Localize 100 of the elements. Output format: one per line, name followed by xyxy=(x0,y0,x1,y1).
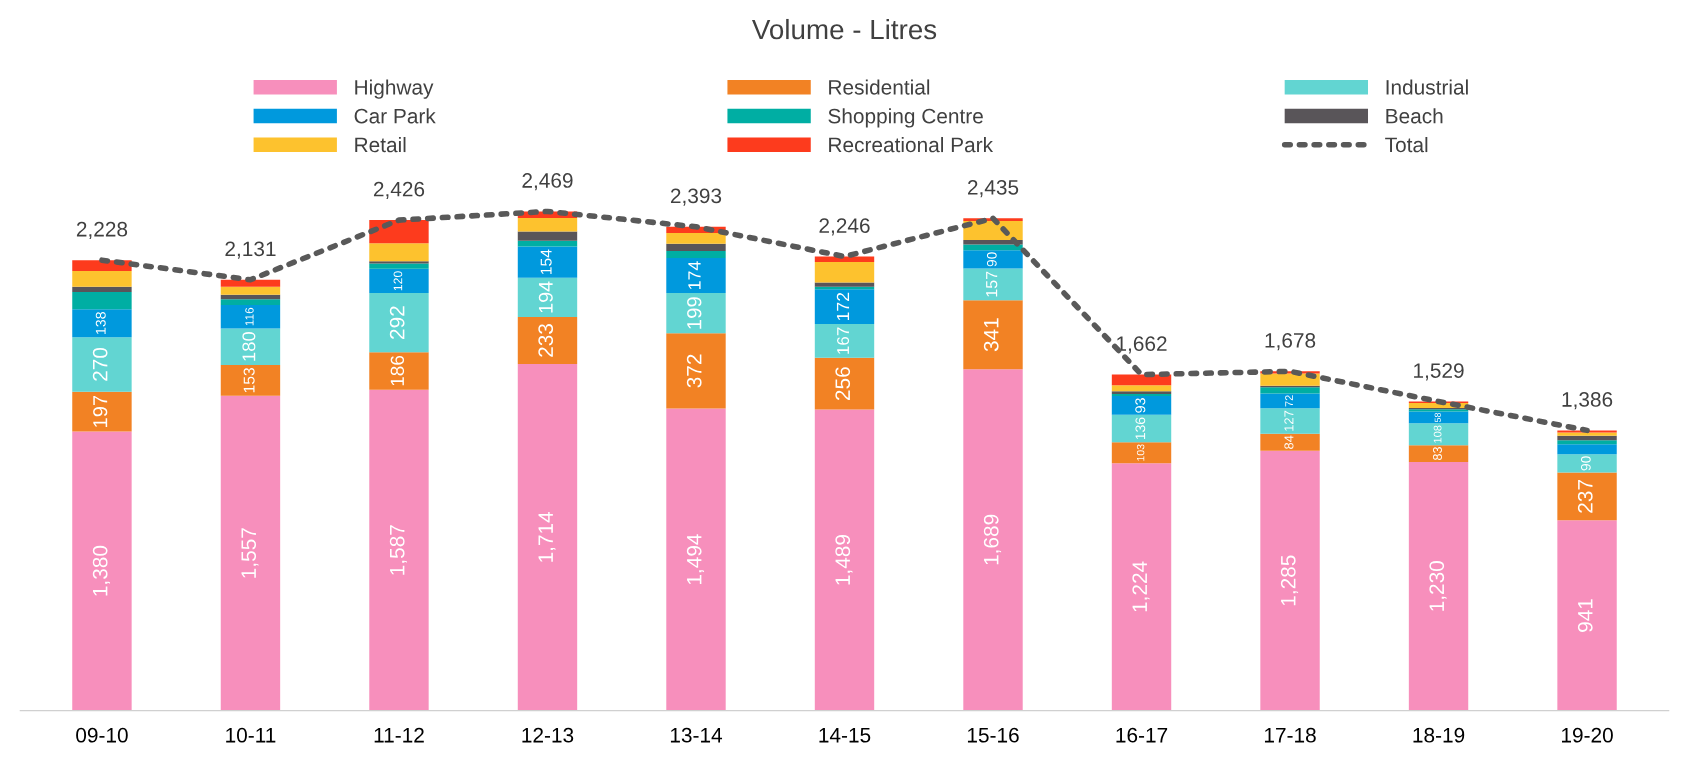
legend-label: Industrial xyxy=(1386,79,1468,95)
bar xyxy=(1557,520,1617,711)
bar xyxy=(517,316,578,365)
bar xyxy=(666,251,726,258)
bar xyxy=(517,364,578,711)
data-label: 1,714 xyxy=(538,511,556,562)
data-label: 194 xyxy=(538,281,553,313)
bar xyxy=(963,268,1023,301)
bar xyxy=(1260,387,1320,394)
data-label: 1,380 xyxy=(92,545,110,596)
data-label: 103 xyxy=(1136,444,1145,461)
data-label: 1,587 xyxy=(389,525,408,575)
data-label: 292 xyxy=(389,306,405,339)
bar xyxy=(220,328,281,365)
x-tick-label: 12-13 xyxy=(522,727,574,743)
data-label: 1,494 xyxy=(686,534,705,585)
data-label: 2,426 xyxy=(373,181,425,200)
legend-label: Car Park xyxy=(354,108,436,124)
data-label: 167 xyxy=(836,327,850,354)
data-label: 174 xyxy=(688,261,701,289)
x-tick-label: 15-16 xyxy=(967,727,1019,743)
x-tick-label: 17-18 xyxy=(1264,727,1316,743)
data-label: 93 xyxy=(1135,398,1146,413)
bar xyxy=(963,300,1023,370)
bar xyxy=(1111,385,1172,392)
data-label: 197 xyxy=(93,395,108,427)
legend-label: Recreational Park xyxy=(829,136,994,153)
bar xyxy=(220,364,281,396)
legend-label: Highway xyxy=(355,79,434,99)
bar xyxy=(963,250,1023,269)
data-label: 83 xyxy=(1432,447,1442,461)
bar xyxy=(1260,408,1320,434)
bar xyxy=(814,357,875,410)
bar xyxy=(72,286,132,292)
bar xyxy=(517,217,578,232)
bar xyxy=(1557,444,1617,455)
x-tick-label: 14-15 xyxy=(819,728,871,743)
data-label: 127 xyxy=(1284,410,1294,431)
x-tick-label: 11-12 xyxy=(374,727,424,743)
bar xyxy=(814,409,875,711)
legend-label: Shopping Centre xyxy=(828,108,983,128)
bar xyxy=(72,391,132,432)
legend-label: Beach xyxy=(1386,108,1443,124)
bar xyxy=(72,337,132,392)
bar xyxy=(814,324,875,358)
bar xyxy=(1557,472,1617,521)
bar xyxy=(220,286,281,295)
bar xyxy=(369,389,429,711)
bar xyxy=(1111,396,1172,415)
data-label: 1,662 xyxy=(1117,336,1167,354)
bar xyxy=(220,299,281,306)
bar xyxy=(1408,411,1469,424)
bar xyxy=(963,244,1023,251)
bar xyxy=(369,293,429,353)
data-label: 136 xyxy=(1135,417,1146,440)
data-label: 108 xyxy=(1433,425,1442,443)
bar xyxy=(666,293,726,334)
data-label: 84 xyxy=(1284,435,1294,449)
bar xyxy=(220,305,281,329)
bar xyxy=(814,261,875,283)
data-label: 2,393 xyxy=(670,188,722,206)
bar xyxy=(369,261,429,264)
x-tick-label: 09-10 xyxy=(76,727,128,743)
x-tick-label: 18-19 xyxy=(1413,727,1465,743)
bar xyxy=(72,271,132,287)
bar xyxy=(72,291,132,310)
data-label: 1,689 xyxy=(983,514,1002,565)
bar xyxy=(1260,393,1320,409)
data-label: 341 xyxy=(983,318,999,352)
bar xyxy=(369,263,429,269)
bar xyxy=(666,257,726,294)
data-label: 237 xyxy=(1577,480,1593,513)
data-label: 2,435 xyxy=(967,179,1019,198)
data-label: 1,224 xyxy=(1132,561,1150,612)
bar xyxy=(963,369,1023,711)
x-tick-label: 10-11 xyxy=(226,727,276,743)
data-label: 180 xyxy=(242,332,256,361)
bar xyxy=(666,408,726,711)
legend-label: Total xyxy=(1385,136,1428,153)
bar xyxy=(814,282,875,287)
data-label: 90 xyxy=(986,252,997,267)
x-tick-label: 13-14 xyxy=(670,727,723,743)
data-label: 153 xyxy=(243,367,255,393)
bar xyxy=(666,243,726,252)
bar xyxy=(1260,433,1320,451)
bar xyxy=(1260,450,1320,711)
bar xyxy=(517,240,578,247)
bar xyxy=(1111,442,1172,464)
bar xyxy=(369,352,429,390)
bar xyxy=(369,268,429,294)
data-label: 1,529 xyxy=(1414,363,1464,381)
data-label: 90 xyxy=(1580,456,1591,471)
bar xyxy=(666,333,726,409)
bar xyxy=(1408,445,1469,462)
x-tick-label: 16-17 xyxy=(1116,727,1168,743)
data-label: 72 xyxy=(1285,395,1293,407)
data-label: 199 xyxy=(687,297,702,329)
data-label: 1,285 xyxy=(1280,555,1299,606)
data-label: 1,230 xyxy=(1429,561,1447,611)
bar xyxy=(666,233,726,244)
